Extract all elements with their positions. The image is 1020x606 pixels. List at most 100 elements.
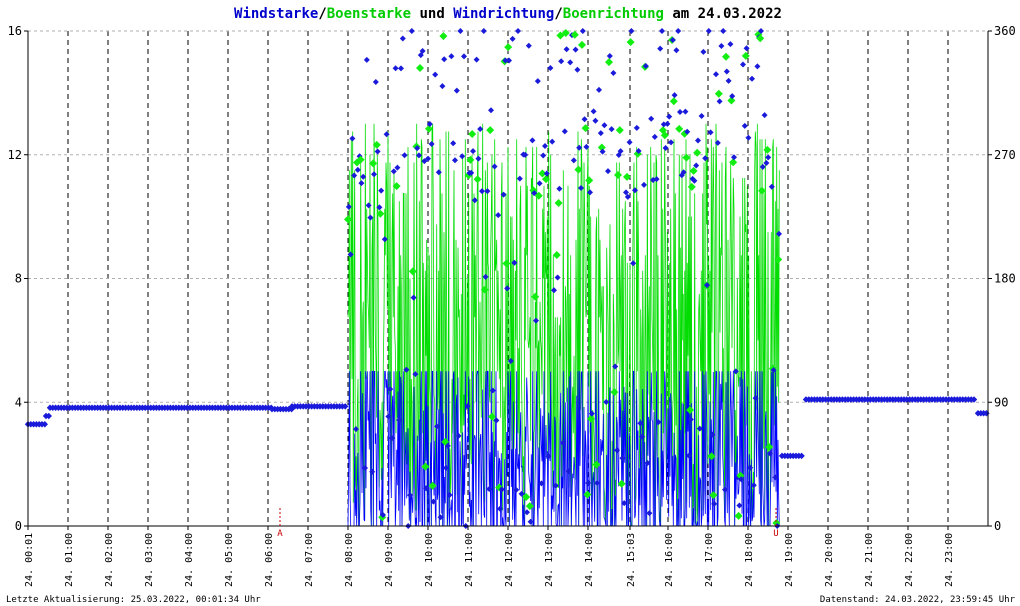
y-tick-label-left: 12	[8, 148, 22, 162]
gust-direction-point	[578, 40, 586, 49]
title-part-3: und	[411, 6, 453, 22]
gust-direction-point	[774, 255, 783, 264]
wind-direction-point	[662, 145, 669, 152]
wind-direction-point	[642, 63, 649, 70]
wind-direction-point	[752, 395, 759, 402]
wind-direction-point	[480, 28, 487, 34]
gust-direction-point	[709, 491, 718, 500]
gust-direction-point	[525, 502, 534, 511]
wind-direction-point	[558, 58, 565, 65]
wind-direction-point	[651, 133, 658, 140]
gust-direction-point	[727, 96, 736, 105]
wind-direction-point	[497, 505, 503, 512]
wind-direction-point	[680, 169, 687, 176]
wind-direction-point	[592, 117, 599, 124]
wind-direction-point	[612, 363, 619, 370]
gust-direction-point	[425, 124, 433, 133]
wind-direction-point	[401, 152, 408, 159]
wind-direction-point	[560, 439, 566, 446]
gust-direction-point	[626, 38, 635, 47]
wind-direction-point	[518, 490, 525, 497]
wind-direction-point	[408, 28, 415, 34]
wind-direction-point	[500, 191, 507, 198]
wind-direction-point	[572, 46, 579, 53]
wind-direction-point	[376, 204, 383, 211]
x-tick-label: 24. 02:00	[104, 533, 115, 587]
gust-direction-point	[592, 460, 601, 469]
wind-direction-point	[565, 468, 572, 475]
wind-direction-point	[772, 474, 779, 481]
wind-direction-point	[473, 56, 480, 63]
x-tick-label: 24. 06:00	[264, 533, 275, 587]
wind-direction-point	[695, 137, 701, 144]
wind-direction-point	[495, 212, 502, 219]
wind-direction-point	[666, 113, 673, 120]
wind-direction-point	[421, 158, 428, 165]
gust-direction-point	[597, 143, 606, 152]
wind-direction-point	[455, 432, 462, 439]
wind-direction-point	[412, 371, 419, 378]
x-tick-label: 24. 13:00	[544, 533, 555, 587]
gust-direction-point	[369, 159, 378, 168]
wind-direction-point	[345, 203, 352, 210]
gust-direction-point	[356, 155, 365, 164]
wind-direction-point	[713, 71, 719, 78]
gust-direction-point	[468, 129, 477, 138]
wind-direction-point	[567, 59, 574, 66]
wind-direction-point	[453, 87, 460, 94]
wind-direction-point	[682, 108, 689, 115]
wind-direction-point	[461, 53, 467, 60]
wind-direction-point	[484, 188, 491, 195]
gust-direction-point	[707, 452, 716, 461]
wind-direction-point	[621, 500, 628, 507]
gust-direction-point	[729, 158, 738, 167]
wind-direction-point	[605, 168, 611, 175]
x-tick-label: 24. 11:00	[464, 533, 475, 587]
wind-direction-point	[450, 140, 457, 147]
gust-direction-point	[587, 414, 595, 423]
gust-direction-point	[416, 64, 424, 73]
wind-direction-point	[603, 399, 610, 406]
wind-direction-point	[659, 28, 665, 34]
gust-direction-point	[741, 51, 750, 60]
y-tick-label-left: 0	[15, 519, 22, 533]
wind-direction-point	[479, 188, 485, 195]
wind-direction-point	[381, 236, 388, 243]
wind-direction-point	[601, 122, 608, 129]
wind-direction-point	[434, 423, 440, 430]
wind-direction-point	[394, 164, 401, 171]
gust-direction-point	[583, 490, 592, 499]
wind-direction-point	[470, 148, 476, 155]
wind-direction-point	[669, 36, 676, 43]
gust-direction-point	[714, 89, 723, 98]
wind-direction-point	[527, 518, 534, 525]
y-axis-right: 0 90 180 270 360	[988, 24, 1016, 533]
title-part-6: Boenrichtung	[563, 6, 664, 22]
wind-direction-point	[482, 273, 489, 280]
x-tick-label: 24. 04:00	[184, 533, 195, 587]
wind-direction-point	[709, 431, 716, 438]
gust-direction-point	[610, 388, 619, 397]
chart-title: Windstarke/Boenstarke und Windrichtung/B…	[234, 6, 782, 22]
wind-direction-point	[540, 152, 547, 159]
wind-direction-point	[684, 128, 691, 135]
wind-direction-point	[533, 317, 539, 324]
wind-direction-point	[619, 455, 626, 462]
wind-direction-point	[385, 413, 392, 420]
wind-direction-point	[614, 447, 620, 454]
wind-direction-point	[738, 476, 745, 483]
wind-direction-point	[596, 86, 602, 93]
wind-direction-point	[747, 464, 754, 471]
wind-direction-point	[45, 412, 52, 420]
x-tick-label: 24. 19:00	[784, 533, 795, 587]
wind-direction-point	[570, 157, 577, 164]
wind-direction-point	[736, 502, 743, 509]
wind-direction-point	[489, 387, 496, 394]
wind-direction-point	[633, 124, 640, 131]
gust-direction-point	[765, 442, 774, 451]
x-tick-label: 24. 20:00	[824, 533, 835, 587]
wind-direction-point	[754, 63, 761, 70]
wind-direction-point	[675, 28, 682, 34]
wind-direction-point	[459, 153, 466, 160]
